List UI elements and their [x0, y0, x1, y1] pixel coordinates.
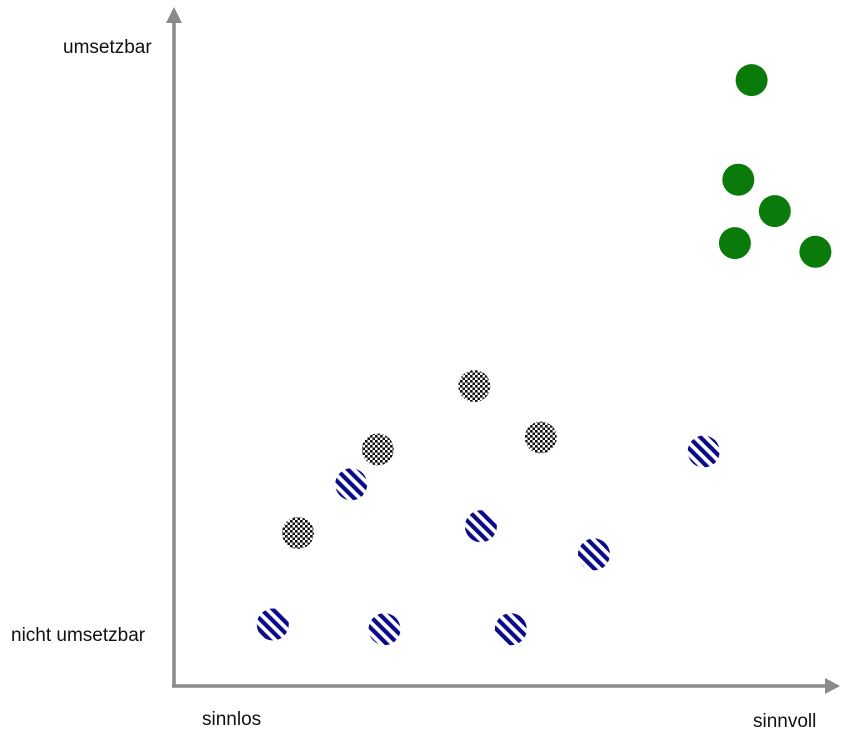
y-axis-max-label: umsetzbar	[63, 37, 152, 58]
data-point-solid-2	[722, 163, 755, 196]
data-point-dotted-3	[458, 370, 491, 403]
data-point-striped-4	[464, 510, 497, 543]
axes	[166, 7, 840, 694]
data-point-solid-5	[799, 235, 832, 268]
data-point-solid-1	[735, 64, 768, 97]
x-axis-min-label: sinnlos	[202, 709, 262, 730]
data-point-dotted-1	[282, 517, 314, 549]
x-axis-arrow	[825, 678, 840, 694]
data-point-striped-3	[494, 613, 527, 646]
data-point-striped-1	[256, 608, 289, 641]
data-point-striped-2	[368, 613, 401, 646]
data-point-dotted-2	[361, 433, 394, 466]
data-point-striped-5	[578, 538, 610, 571]
data-point-dotted-4	[524, 421, 557, 454]
y-axis-min-label: nicht umsetzbar	[11, 625, 146, 646]
x-axis-max-label: sinnvoll	[753, 711, 817, 732]
data-point-solid-3	[758, 195, 791, 228]
data-point-solid-4	[718, 227, 751, 260]
y-axis-arrow	[166, 7, 182, 23]
data-points	[256, 64, 832, 646]
data-point-striped-7	[687, 435, 720, 468]
data-point-striped-6	[335, 468, 368, 501]
